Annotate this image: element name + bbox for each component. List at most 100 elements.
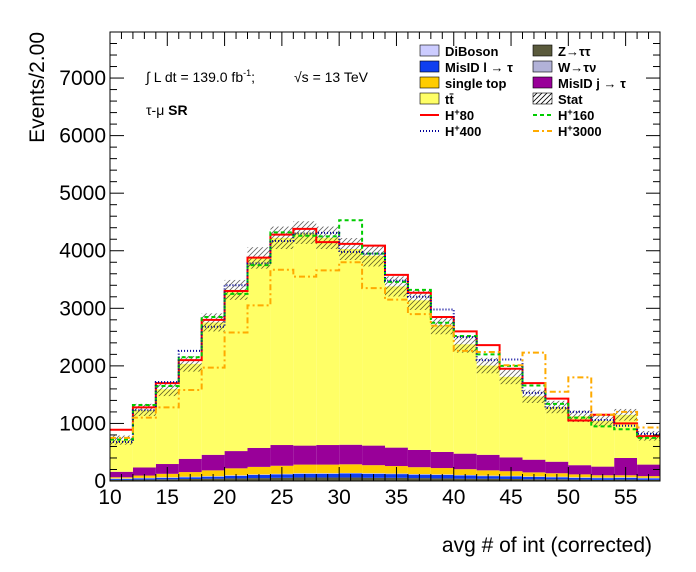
y-tick-label: 6000 (59, 125, 106, 148)
legend-swatch (532, 44, 553, 57)
stat-band-18 (522, 389, 546, 404)
stat-band-12 (385, 276, 408, 297)
legend-entry-7: Stat (532, 92, 583, 107)
bar-4-6 (247, 466, 271, 475)
bar-4-15 (453, 469, 477, 475)
bar-4-8 (293, 464, 317, 474)
legend-entry-6: tt̄ (419, 92, 454, 107)
legend-entry-0: DiBoson (419, 44, 499, 59)
x-tick-label: 55 (614, 486, 637, 509)
stat-band-15 (453, 335, 477, 353)
legend-label: single top (445, 76, 506, 91)
x-tick-label: 40 (442, 486, 465, 509)
x-tick-label: 20 (213, 486, 236, 509)
stat-band-11 (362, 244, 385, 267)
bar-5-11 (362, 445, 385, 466)
legend-swatch (532, 76, 553, 89)
legend-entry-5: MisID j → τ (532, 76, 626, 91)
x-axis-title: avg # of int (corrected) (442, 534, 652, 557)
legend-label: DiBoson (445, 44, 499, 59)
bar-5-20 (568, 465, 592, 475)
legend-entry-4: single top (419, 76, 506, 91)
legend-swatch (419, 44, 440, 57)
bar-6-9 (316, 237, 340, 446)
bar-6-16 (476, 365, 500, 455)
bar-4-5 (224, 468, 248, 476)
legend-entry-1: Z→ττ (532, 44, 591, 59)
bar-5-6 (247, 447, 271, 467)
stat-band-5 (224, 279, 248, 300)
bar-5-10 (339, 444, 363, 465)
bar-5-3 (178, 458, 202, 473)
x-tick-label: 35 (385, 486, 408, 509)
legend-label: H+400 (445, 123, 481, 139)
legend-swatch (532, 60, 553, 73)
region-prefix: τ-μ (146, 102, 164, 118)
bar-5-12 (385, 447, 408, 467)
signal-line-2 (110, 231, 660, 443)
legend-entry-11: H+3000 (533, 123, 602, 139)
bar-5-8 (293, 445, 317, 465)
bar-5-15 (453, 453, 477, 470)
legend-entry-2: MisID l → τ (419, 60, 513, 75)
bar-6-14 (430, 325, 454, 452)
legend-label: W→τν (558, 60, 596, 75)
bar-5-4 (201, 454, 225, 471)
legend-swatch (419, 76, 440, 89)
x-tick-label: 10 (98, 486, 121, 509)
y-tick-label: 5000 (59, 182, 106, 205)
bar-6-5 (224, 289, 248, 452)
x-tick-label: 15 (156, 486, 179, 509)
legend-swatch (532, 92, 553, 105)
bar-5-18 (522, 459, 546, 473)
bar-6-1 (132, 409, 156, 468)
bar-6-15 (453, 344, 477, 454)
bar-6-21 (591, 420, 615, 467)
stat-band-9 (316, 226, 340, 250)
signal-line-3 (110, 261, 660, 439)
y-tick-label: 4000 (59, 240, 106, 263)
bar-5-21 (591, 466, 615, 476)
bar-6-11 (362, 255, 385, 446)
bar-5-23 (637, 464, 660, 477)
bar-6-6 (247, 257, 271, 448)
stat-band-17 (499, 369, 523, 385)
bar-6-10 (339, 249, 363, 445)
signal-line-1 (110, 219, 660, 441)
bar-6-4 (201, 322, 225, 455)
y-tick-label: 0 (94, 470, 106, 493)
bar-6-3 (178, 363, 202, 459)
legend-label: MisID l → τ (445, 60, 513, 75)
bar-5-16 (476, 454, 500, 471)
axes: 10 15 20 25 30 35 40 45 50 55 0 1000 2000 3000 4000 500… (59, 31, 661, 509)
bar-5-1 (132, 467, 156, 476)
stacked-background-bars (110, 221, 660, 481)
x-tick-label: 45 (499, 486, 522, 509)
bar-6-0 (110, 440, 133, 472)
bar-6-18 (522, 396, 546, 460)
legend-entry-3: W→τν (532, 60, 596, 75)
legend-entry-10: H+400 (420, 123, 481, 139)
signal-step-lines (110, 219, 660, 443)
legend-label: Stat (558, 92, 583, 107)
bar-4-9 (316, 464, 340, 474)
bar-5-9 (316, 445, 340, 465)
bar-5-14 (430, 451, 454, 469)
lumi-annotation: ∫ L dt = 139.0 fb-1; √s = 13 TeV (145, 68, 369, 85)
energy-text: √s = 13 TeV (294, 69, 369, 85)
lumi-separator: ; (251, 69, 255, 85)
bar-4-14 (430, 468, 454, 475)
y-axis-title: Events/2.00 (26, 32, 49, 143)
legend-swatch (419, 92, 440, 105)
bar-5-13 (407, 449, 431, 468)
x-tick-label: 50 (557, 486, 580, 509)
stat-band-10 (339, 238, 363, 260)
stat-band-22 (614, 408, 638, 421)
stat-band-21 (591, 414, 615, 427)
bar-6-12 (385, 286, 408, 448)
x-tick-label: 25 (270, 486, 293, 509)
bar-4-11 (362, 465, 385, 474)
y-tick-label: 7000 (59, 67, 106, 90)
bar-6-7 (270, 237, 294, 446)
